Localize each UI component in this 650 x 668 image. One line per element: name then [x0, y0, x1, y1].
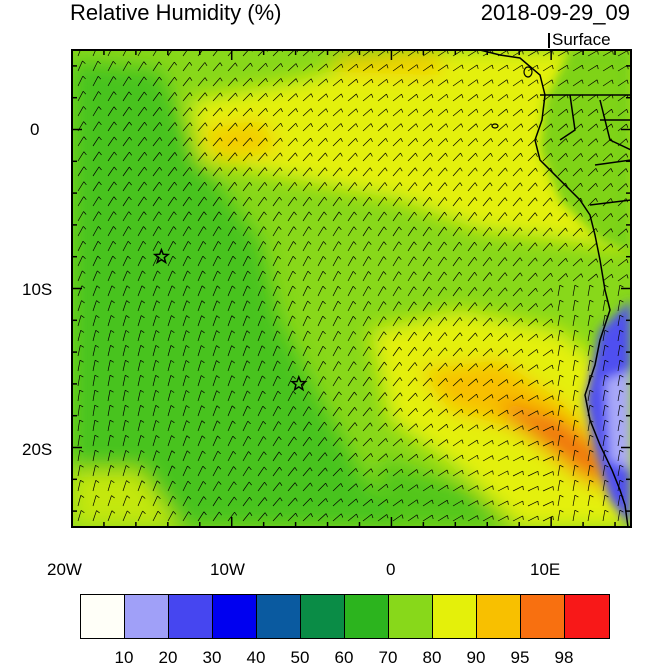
- colorbar-label: 50: [280, 648, 320, 668]
- colorbar-swatch: [169, 595, 213, 638]
- lat-label-0: 0: [30, 120, 39, 140]
- colorbar-swatch: [345, 595, 389, 638]
- colorbar-label: 95: [500, 648, 540, 668]
- colorbar: [80, 594, 610, 639]
- humidity-map: [0, 0, 650, 590]
- lat-label-20s: 20S: [22, 440, 52, 460]
- colorbar-label: 90: [456, 648, 496, 668]
- lon-label-10e: 10E: [530, 560, 560, 580]
- colorbar-label: 40: [236, 648, 276, 668]
- colorbar-swatch: [477, 595, 521, 638]
- colorbar-label: 10: [104, 648, 144, 668]
- colorbar-swatch: [81, 595, 125, 638]
- colorbar-swatch: [213, 595, 257, 638]
- colorbar-swatch: [125, 595, 169, 638]
- colorbar-label: 70: [368, 648, 408, 668]
- colorbar-label: 30: [192, 648, 232, 668]
- colorbar-label: 98: [544, 648, 584, 668]
- colorbar-swatch: [301, 595, 345, 638]
- colorbar-label: 20: [148, 648, 188, 668]
- lat-label-10s: 10S: [22, 280, 52, 300]
- lon-label-0: 0: [386, 560, 395, 580]
- colorbar-swatch: [565, 595, 609, 638]
- colorbar-swatch: [389, 595, 433, 638]
- colorbar-swatch: [433, 595, 477, 638]
- field-layer: [72, 46, 631, 527]
- colorbar-label: 60: [324, 648, 364, 668]
- lon-label-10w: 10W: [210, 560, 245, 580]
- lon-label-20w: 20W: [47, 560, 82, 580]
- colorbar-label: 80: [412, 648, 452, 668]
- colorbar-swatch: [257, 595, 301, 638]
- colorbar-swatch: [521, 595, 565, 638]
